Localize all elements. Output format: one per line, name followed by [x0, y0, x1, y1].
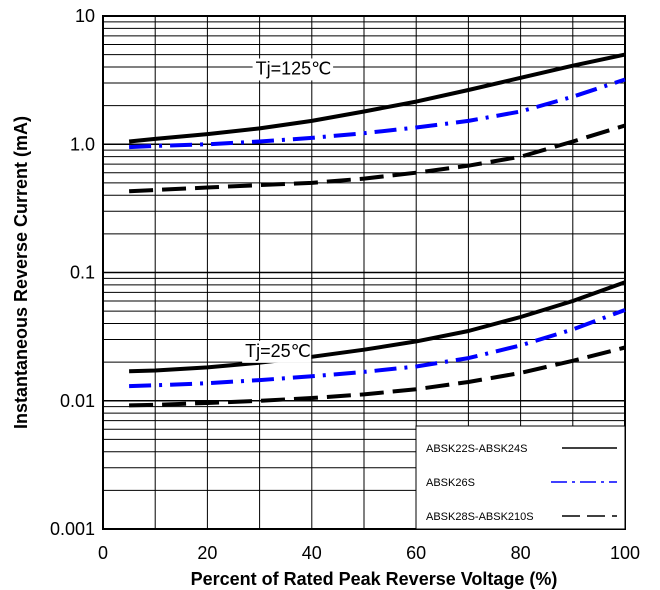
legend-label: ABSK22S-ABSK24S	[426, 443, 528, 455]
plot-frame	[102, 15, 626, 530]
series-line	[128, 52, 626, 144]
annotation-background	[242, 340, 312, 363]
legend: ABSK22S-ABSK24S ABSK26S ABSK28S-ABSK210S	[415, 425, 626, 530]
x-tick-label: 60	[406, 543, 426, 563]
series-line	[129, 280, 626, 374]
x-tick-label: 80	[511, 543, 531, 563]
legend-label: ABSK28S-ABSK210S	[426, 511, 534, 523]
x-tick-label: 40	[302, 543, 322, 563]
annotations: Tj=125℃ Tj=25℃	[242, 58, 334, 363]
series-lines	[128, 52, 626, 408]
x-tick-label: 20	[197, 543, 217, 563]
series-line	[129, 308, 626, 389]
annotation-background	[252, 58, 334, 81]
y-tick-label: 10	[75, 6, 95, 26]
tick-labels: 0 20 40 60 80 100 0.001 0.01 0.1 1.0 10	[50, 6, 640, 563]
x-tick-label: 100	[610, 543, 640, 563]
x-tick-label: 0	[98, 543, 108, 563]
y-tick-label: 0.001	[50, 519, 95, 539]
y-tick-label: 1.0	[70, 134, 95, 154]
series-line	[129, 345, 626, 408]
temperature-annotation: Tj=125℃	[256, 58, 332, 78]
series-line	[129, 123, 626, 194]
x-axis-label: Percent of Rated Peak Reverse Voltage (%…	[191, 569, 558, 589]
series-line	[129, 77, 626, 150]
y-tick-label: 0.01	[60, 391, 95, 411]
legend-frame	[415, 425, 626, 530]
legend-label: ABSK26S	[426, 477, 475, 489]
y-tick-label: 0.1	[70, 263, 95, 283]
temperature-annotation: Tj=25℃	[245, 341, 311, 361]
y-axis-label: Instantaneous Reverse Current (mA)	[11, 116, 31, 429]
